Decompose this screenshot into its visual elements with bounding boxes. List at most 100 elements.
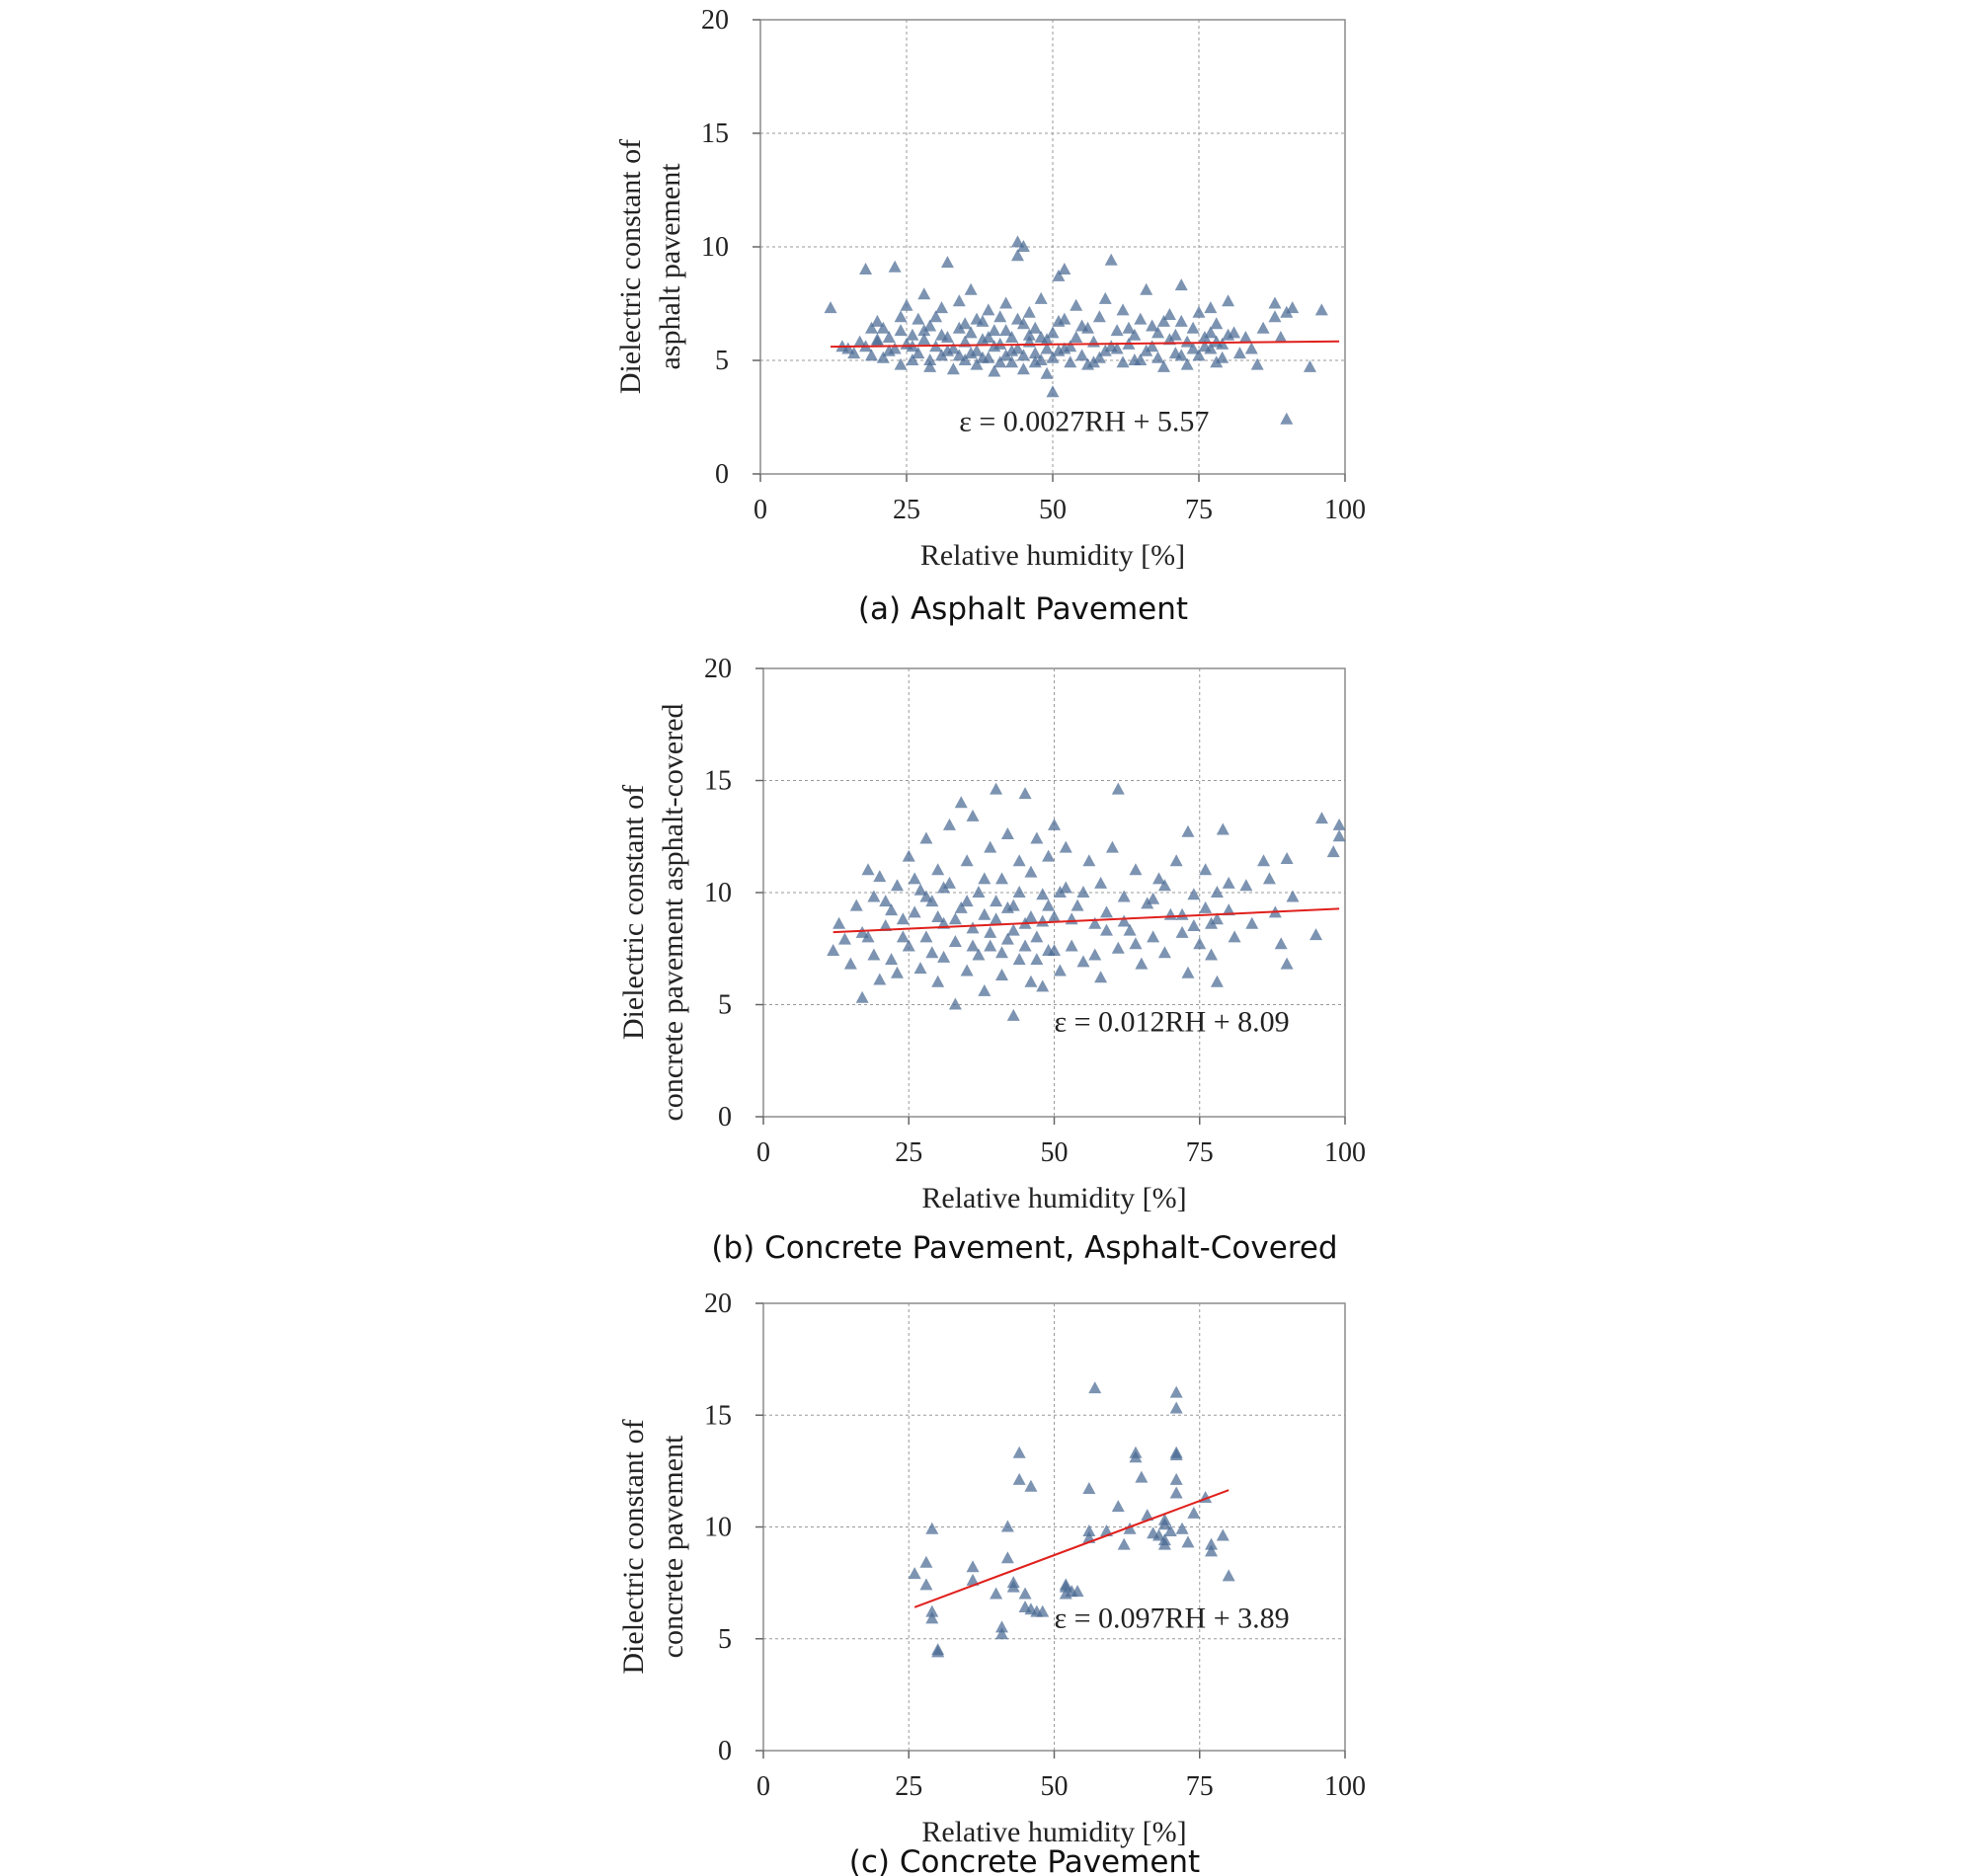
- data-point: [1140, 344, 1153, 356]
- data-point: [1018, 787, 1032, 800]
- data-point: [1280, 957, 1294, 970]
- x-tick-label: 50: [1039, 495, 1067, 525]
- data-point: [882, 344, 896, 356]
- data-point: [1250, 357, 1264, 370]
- data-point: [1210, 335, 1224, 348]
- data-point: [1110, 324, 1124, 337]
- x-tick-label: 25: [895, 1137, 922, 1168]
- data-point: [1157, 1518, 1171, 1530]
- data-point: [990, 1587, 1003, 1600]
- data-point: [1022, 305, 1036, 318]
- data-point: [1016, 362, 1030, 375]
- y-tick-label: 15: [704, 766, 732, 797]
- data-point: [1100, 905, 1114, 918]
- data-point: [994, 968, 1008, 980]
- data-point: [890, 966, 904, 978]
- data-point: [1010, 312, 1024, 325]
- data-point: [1181, 966, 1195, 978]
- data-point: [1239, 879, 1253, 892]
- data-point: [879, 895, 893, 907]
- data-point: [1022, 328, 1036, 341]
- data-point: [1129, 937, 1143, 950]
- data-point: [1180, 357, 1194, 370]
- data-point: [1222, 876, 1235, 889]
- data-point: [994, 946, 1008, 959]
- data-point: [1028, 347, 1042, 359]
- data-point: [1092, 351, 1106, 363]
- data-point: [919, 831, 933, 844]
- y-tick-label: 20: [704, 1289, 732, 1319]
- data-point: [1181, 1535, 1195, 1548]
- data-point: [940, 256, 954, 269]
- data-point: [1205, 1544, 1219, 1557]
- data-point: [1175, 925, 1189, 938]
- panel-b: 0 25 50 75 100 0 5 10 15 20 Relative humidity [%] D…: [617, 654, 1366, 1266]
- data-point: [1168, 328, 1182, 341]
- data-point: [1174, 349, 1188, 361]
- data-point: [1152, 1528, 1166, 1541]
- data-point: [1204, 301, 1218, 314]
- data-point: [1042, 899, 1056, 911]
- data-point: [1040, 366, 1054, 379]
- data-point: [1193, 937, 1207, 950]
- data-point: [931, 863, 945, 876]
- data-point: [1075, 349, 1089, 361]
- data-point: [1059, 881, 1072, 894]
- data-point: [972, 948, 986, 961]
- data-point: [1244, 342, 1258, 354]
- data-point: [879, 919, 893, 932]
- data-point: [1048, 944, 1061, 957]
- data-point: [906, 353, 919, 365]
- data-point: [1157, 1537, 1171, 1550]
- data-point: [1147, 892, 1160, 904]
- x-axis-label: Relative humidity [%]: [920, 539, 1185, 572]
- data-point: [958, 353, 972, 365]
- data-point: [1169, 1401, 1183, 1414]
- x-tick-label: 0: [756, 1137, 770, 1168]
- data-point: [1088, 1381, 1102, 1394]
- data-point: [1075, 319, 1089, 332]
- data-point: [855, 925, 869, 938]
- y-axis-label-line: Dielectric constant of: [614, 139, 647, 394]
- data-point: [1169, 1472, 1183, 1485]
- data-point: [1018, 939, 1032, 952]
- data-point: [1094, 876, 1108, 889]
- x-tick-label: 75: [1185, 495, 1213, 525]
- regression-equation: ε = 0.097RH + 3.89: [1055, 1602, 1290, 1634]
- data-point: [958, 317, 972, 330]
- data-point: [867, 948, 881, 961]
- data-point: [1028, 321, 1042, 334]
- data-point: [988, 324, 1001, 337]
- data-point: [1262, 872, 1276, 885]
- data-point: [1238, 331, 1252, 343]
- data-point: [1210, 317, 1224, 330]
- data-point: [1016, 240, 1030, 252]
- data-point: [896, 912, 910, 925]
- data-point: [1268, 296, 1282, 309]
- data-point: [942, 876, 956, 889]
- data-point: [1314, 812, 1328, 824]
- data-point: [1111, 782, 1125, 795]
- data-point: [1210, 912, 1224, 925]
- data-point: [847, 347, 861, 359]
- y-axis-label: Dielectric constant of concrete pavement …: [617, 703, 689, 1121]
- data-point: [917, 324, 931, 337]
- data-point: [888, 260, 902, 273]
- data-point: [1169, 854, 1183, 867]
- y-axis-label-line: concrete pavement asphalt-covered: [657, 703, 689, 1121]
- data-point: [964, 282, 978, 295]
- data-point: [1016, 349, 1030, 361]
- data-point: [931, 909, 945, 922]
- data-point: [966, 939, 980, 952]
- data-point: [984, 939, 997, 952]
- y-tick-label: 0: [715, 459, 729, 490]
- data-point: [1175, 1522, 1189, 1534]
- y-tick-label: 15: [704, 1400, 732, 1431]
- regression-equation: ε = 0.0027RH + 5.57: [959, 405, 1209, 437]
- data-point: [925, 946, 939, 959]
- data-point: [954, 900, 968, 913]
- data-point: [982, 331, 995, 343]
- data-point: [1199, 900, 1213, 913]
- x-tick-label: 100: [1324, 1137, 1366, 1168]
- data-point: [894, 324, 908, 337]
